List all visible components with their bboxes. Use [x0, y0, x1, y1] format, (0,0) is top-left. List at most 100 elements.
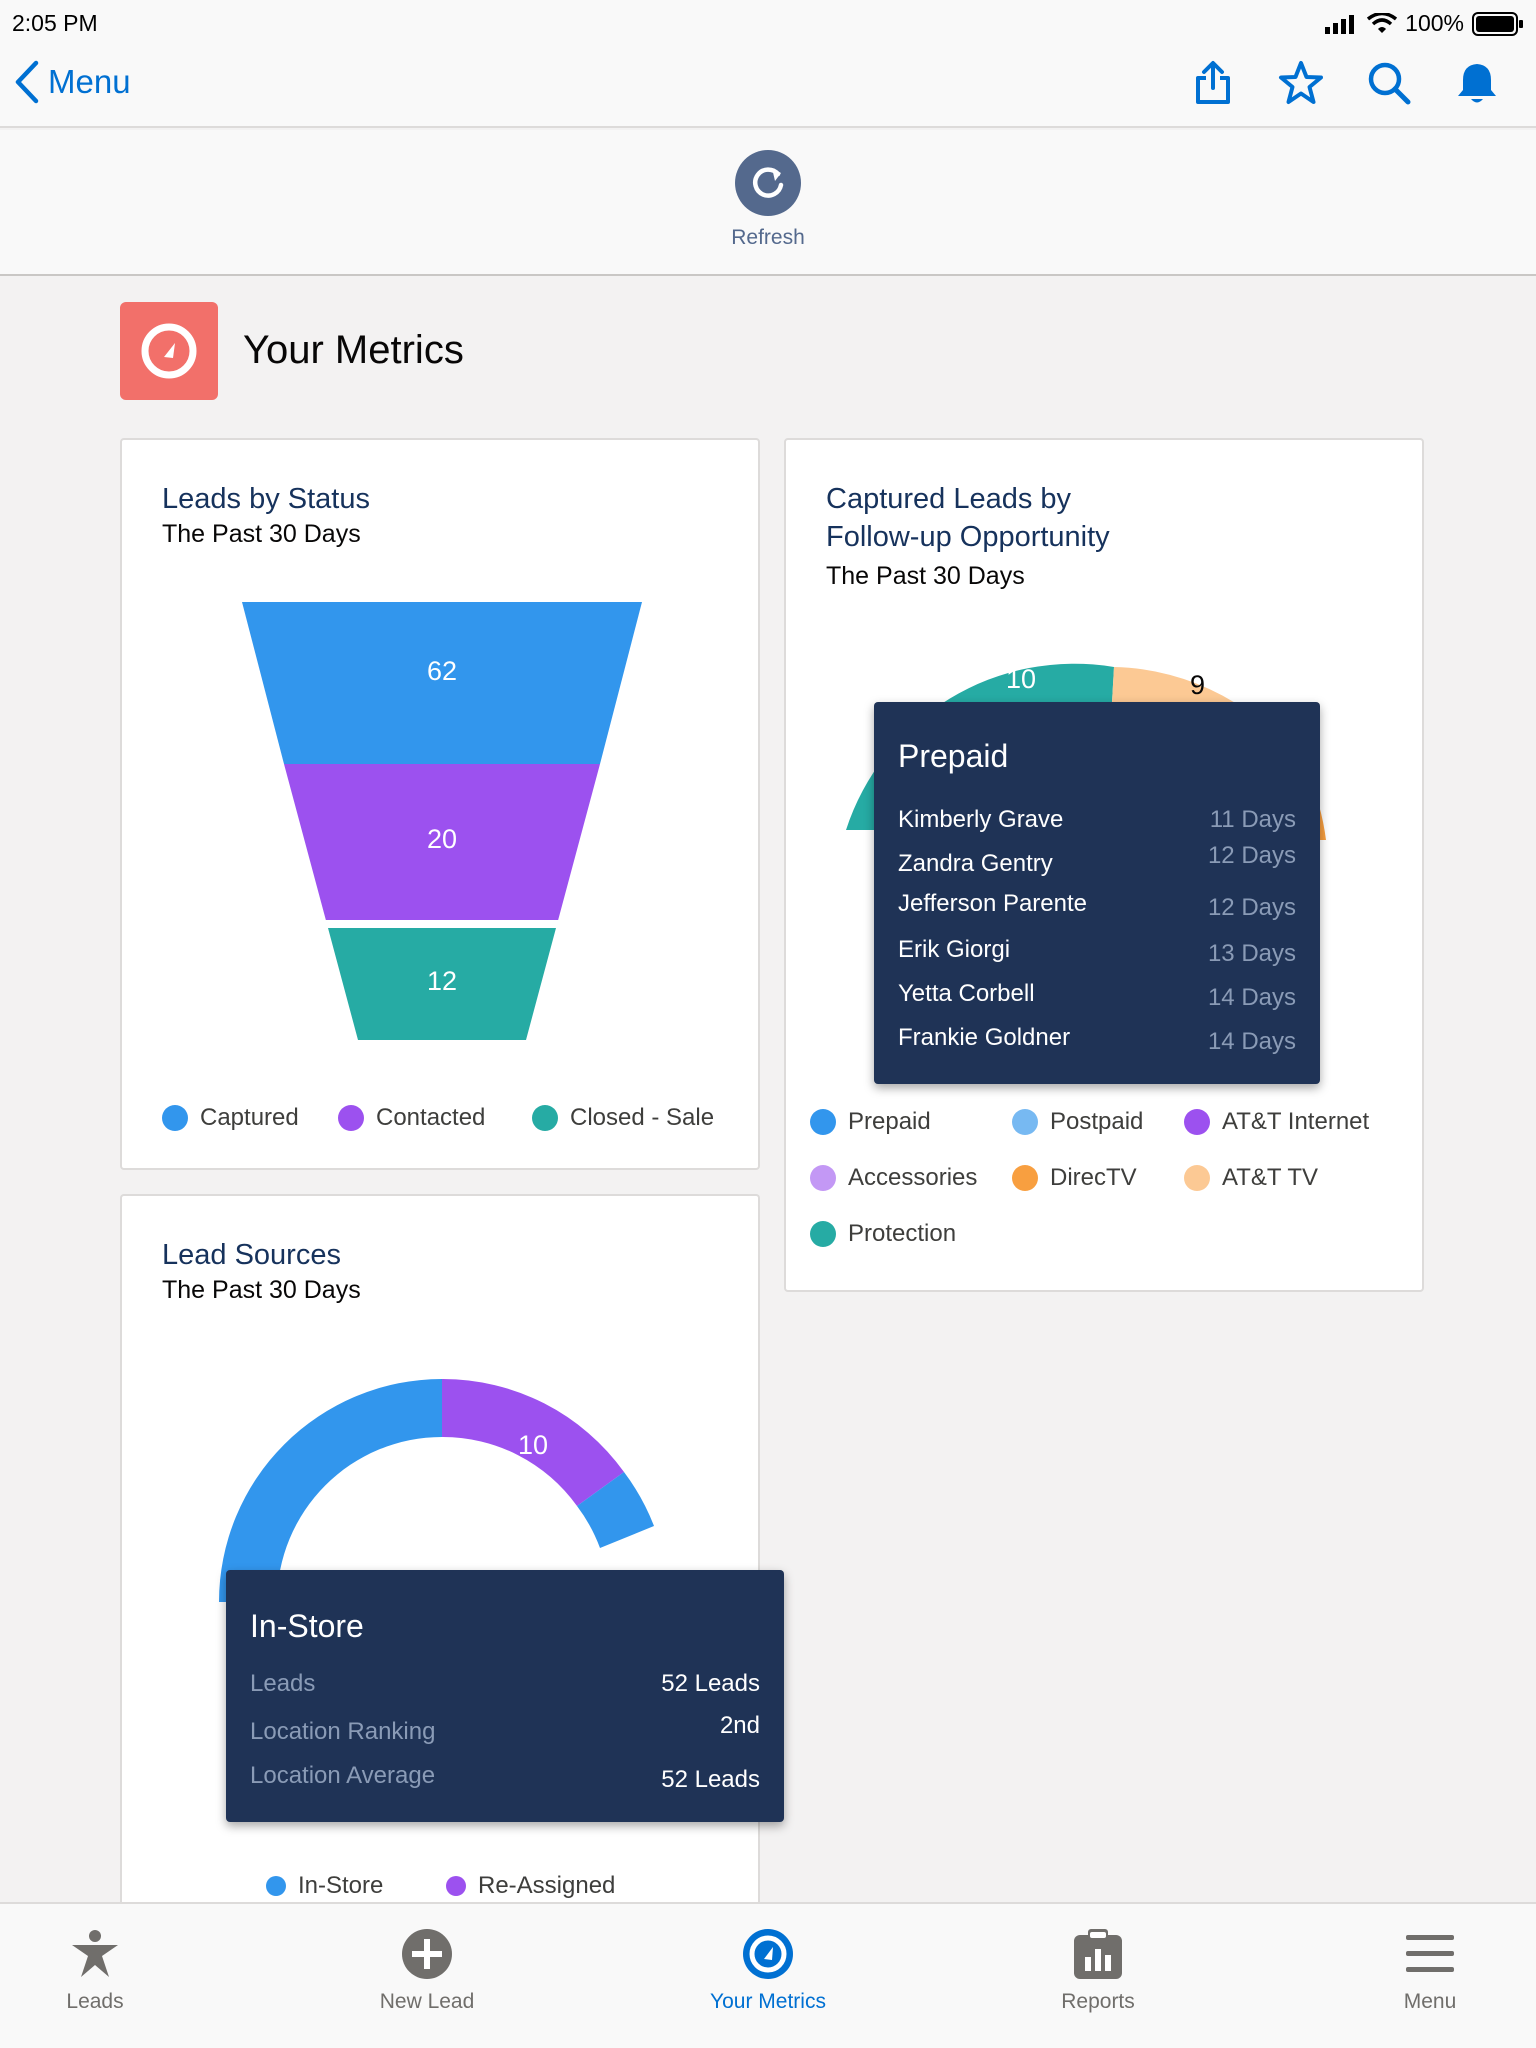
- status-bar: 2:05 PM 100%: [0, 0, 1536, 48]
- bell-icon[interactable]: [1454, 60, 1500, 106]
- legend-dot: [810, 1165, 836, 1191]
- tooltip-name: Zandra Gentry: [898, 850, 1053, 877]
- funnel-segment-captured[interactable]: [242, 602, 642, 764]
- lead-sources-donut-chart: [219, 1378, 654, 1602]
- legend-item-prepaid[interactable]: Prepaid: [810, 1108, 931, 1136]
- funnel-chart-bottom: [328, 928, 556, 1040]
- gauge-icon: [120, 302, 218, 400]
- page-title: Your Metrics: [243, 328, 464, 372]
- legend-dot: [446, 1876, 466, 1896]
- nav-bar: Menu: [0, 48, 1536, 128]
- tooltip-name: Erik Giorgi: [898, 936, 1011, 963]
- tooltip-days: 14 Days: [1207, 1028, 1296, 1055]
- battery-percent: 100%: [1405, 10, 1464, 36]
- legend-label: Postpaid: [1050, 1108, 1144, 1135]
- funnel-chart: [242, 602, 642, 920]
- legend-dot: [810, 1109, 836, 1135]
- legend-dot: [1012, 1109, 1038, 1135]
- tab-leads[interactable]: Leads: [15, 1924, 175, 2014]
- legend-dot: [1184, 1109, 1210, 1135]
- legend-item-protection[interactable]: Protection: [810, 1220, 956, 1248]
- funnel-value-contacted: 20: [426, 824, 458, 854]
- legend-label: Prepaid: [848, 1108, 931, 1135]
- donut-value-2: 9: [1190, 670, 1206, 700]
- funnel-value-captured: 62: [426, 656, 458, 686]
- tooltip-value: 52 Leads: [661, 1670, 760, 1697]
- legend-item-postpaid[interactable]: Postpaid: [1012, 1108, 1143, 1136]
- plus-circle-icon: [347, 1924, 507, 1984]
- tab-label: Menu: [1403, 1990, 1457, 2013]
- tab-menu[interactable]: Menu: [1350, 1924, 1510, 2014]
- tooltip-label: Location Ranking: [250, 1718, 436, 1745]
- tooltip-name: Yetta Corbell: [898, 980, 1035, 1007]
- tooltip-days: 12 Days: [1207, 842, 1296, 869]
- legend-label: In-Store: [298, 1872, 384, 1899]
- status-time: 2:05 PM: [12, 10, 98, 36]
- tooltip-days: 12 Days: [1207, 894, 1296, 921]
- legend-label: DirecTV: [1050, 1164, 1137, 1191]
- clipboard-chart-icon: [1018, 1924, 1178, 1984]
- leads-by-status-card: Leads by Status The Past 30 Days 62 20 1…: [120, 438, 760, 1170]
- refresh-button[interactable]: [735, 150, 801, 216]
- funnel-segment-closed-sale[interactable]: [328, 928, 556, 1040]
- star-person-icon: [15, 1924, 175, 1984]
- donut-segment-re-assigned[interactable]: [442, 1378, 624, 1506]
- legend-item-directv[interactable]: DirecTV: [1012, 1164, 1137, 1192]
- tooltip-label: Leads: [250, 1670, 316, 1697]
- donut-value: 10: [518, 1430, 549, 1460]
- tab-label: Your Metrics: [710, 1990, 826, 2013]
- legend-item-accessories[interactable]: Accessories: [810, 1164, 977, 1192]
- tab-new-lead[interactable]: New Lead: [347, 1924, 507, 2014]
- tooltip-title: In-Store: [250, 1608, 364, 1644]
- legend-item-captured[interactable]: Captured: [162, 1104, 299, 1132]
- legend-dot: [1184, 1165, 1210, 1191]
- back-label: Menu: [48, 63, 131, 100]
- legend-item-closed-sale[interactable]: Closed - Sale: [532, 1104, 714, 1132]
- legend-dot: [266, 1876, 286, 1896]
- refresh-bar: Refresh: [0, 130, 1536, 276]
- donut-value-1: 10: [1006, 664, 1037, 694]
- gauge-icon: [688, 1924, 848, 1984]
- legend-item-contacted[interactable]: Contacted: [338, 1104, 485, 1132]
- legend-dot: [810, 1221, 836, 1247]
- card-subtitle: The Past 30 Days: [162, 1276, 361, 1304]
- legend-label: Protection: [848, 1220, 957, 1247]
- funnel-segment-contacted[interactable]: [284, 764, 600, 920]
- tab-label: Leads: [66, 1990, 124, 2013]
- star-icon[interactable]: [1278, 60, 1324, 106]
- refresh-label: Refresh: [731, 226, 805, 249]
- tooltip-name: Kimberly Grave: [898, 806, 1064, 833]
- search-icon[interactable]: [1366, 60, 1412, 106]
- funnel-value-closed-sale: 12: [426, 966, 458, 996]
- back-button[interactable]: Menu: [14, 60, 131, 104]
- card-subtitle: The Past 30 Days: [162, 520, 361, 548]
- legend-label: AT&T Internet: [1222, 1108, 1370, 1135]
- share-icon[interactable]: [1190, 60, 1236, 106]
- chevron-left-icon: [15, 60, 39, 104]
- prepaid-tooltip: Prepaid Kimberly Grave 11 Days Zandra Ge…: [874, 702, 1320, 1084]
- signal-icon: [1325, 14, 1355, 34]
- legend-item-att-internet[interactable]: AT&T Internet: [1184, 1108, 1369, 1136]
- legend-dot: [338, 1105, 364, 1131]
- legend-dot: [162, 1105, 188, 1131]
- tab-reports[interactable]: Reports: [1018, 1924, 1178, 2014]
- tooltip-days: 13 Days: [1207, 940, 1296, 967]
- card-title: Lead Sources: [162, 1239, 341, 1271]
- tooltip-name: Frankie Goldner: [898, 1024, 1071, 1051]
- tab-label: New Lead: [379, 1990, 475, 2013]
- legend-item-att-tv[interactable]: AT&T TV: [1184, 1164, 1318, 1192]
- in-store-tooltip: In-Store Leads 52 Leads Location Ranking…: [226, 1570, 784, 1822]
- tab-your-metrics[interactable]: Your Metrics: [688, 1924, 848, 2014]
- battery-icon: [1472, 11, 1523, 36]
- legend-label: AT&T TV: [1222, 1164, 1319, 1191]
- tab-bar: Leads New Lead Your Metrics: [0, 1902, 1536, 2048]
- legend-dot: [532, 1105, 558, 1131]
- card-title-line2: Follow-up Opportunity: [826, 521, 1110, 553]
- legend-item-in-store[interactable]: In-Store: [266, 1872, 383, 1900]
- donut-segment-in-store[interactable]: [219, 1379, 442, 1602]
- legend-item-re-assigned[interactable]: Re-Assigned: [446, 1872, 615, 1900]
- tooltip-days: 11 Days: [1209, 806, 1296, 833]
- donut-segment-in-store-right[interactable]: [577, 1472, 654, 1548]
- card-title: Leads by Status: [162, 483, 370, 515]
- legend-label: Contacted: [376, 1104, 486, 1131]
